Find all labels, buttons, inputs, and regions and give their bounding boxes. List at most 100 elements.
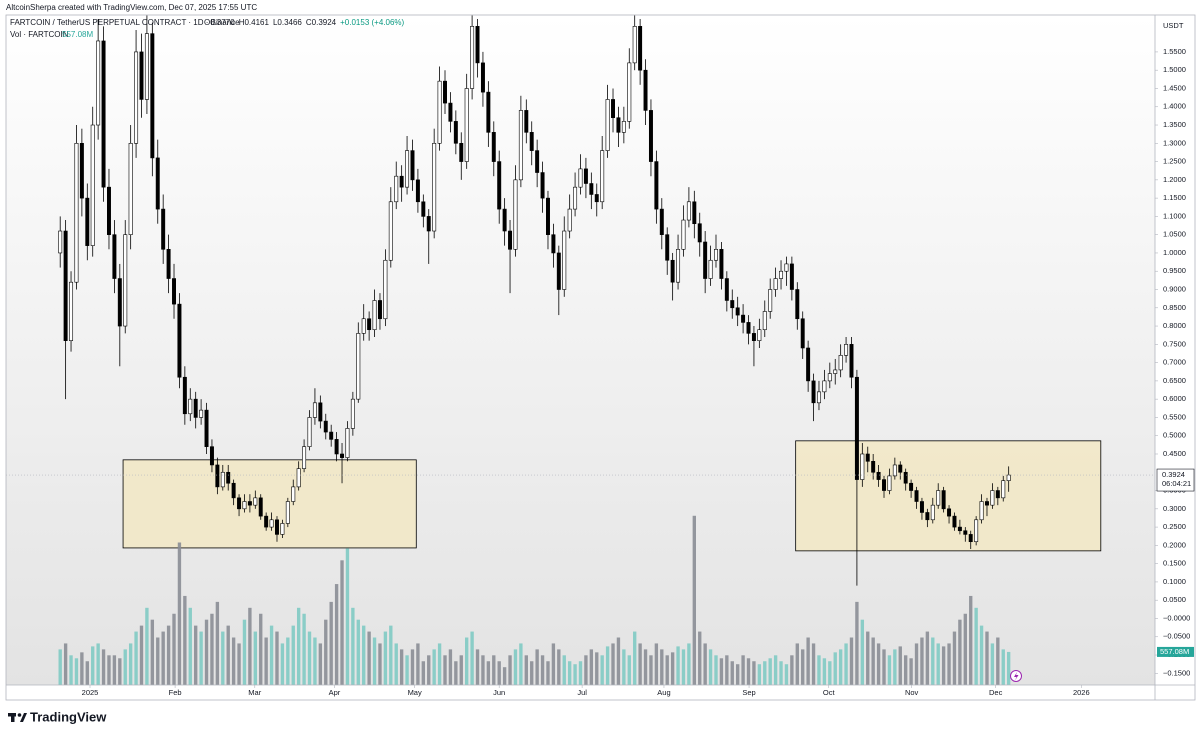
x-tick-label: 2025 [82,688,99,697]
volume-bar [914,643,919,685]
volume-bar [372,637,377,685]
volume-bar [183,595,187,685]
candle-body [296,468,301,488]
candle-body [556,252,561,290]
candle-body [616,117,621,133]
volume-bar [502,667,507,685]
y-tick-label: 1.0000 [1163,248,1186,257]
candle-body [974,519,979,543]
candle-body [421,201,426,217]
candle-body [464,88,469,162]
volume-bar [611,643,615,685]
candle-body [307,417,312,447]
candle-body [957,526,962,532]
candle-body [703,241,708,279]
candle-body [491,132,496,162]
brand-name: TradingView [30,709,107,724]
last-volume-tag [1157,646,1194,657]
y-tick-label: 0.3000 [1163,504,1186,513]
volume-bar [497,661,501,685]
volume-bar [172,613,176,685]
candle-body [882,479,886,491]
candle-body [995,490,1000,499]
y-tick-label: 0.6000 [1163,394,1186,403]
candle-body [903,471,908,484]
volume-bar [74,658,79,685]
candle-body [611,99,615,119]
candle-body [459,142,464,162]
candle-body [172,278,176,305]
candle-body [822,380,827,393]
volume-bar [519,643,523,685]
volume-bar [242,619,247,685]
volume-value: 557.08M [62,30,93,39]
volume-bar [139,625,144,685]
volume-bar [1001,649,1005,685]
volume-bar [296,607,301,685]
y-tick-label: 1.4000 [1163,102,1186,111]
candle-body [69,281,74,341]
volume-bar [313,637,317,685]
candle-body [887,475,892,491]
volume-bar [838,649,843,685]
volume-bar [578,661,583,685]
candle-body [524,110,529,133]
last-price-tag [1156,468,1195,492]
candle-body [779,270,784,279]
ohlc-value: C0.3924 [306,18,337,27]
volume-bar [345,548,350,685]
volume-bar [757,664,762,685]
candle-body [188,398,193,415]
candle-body [312,402,317,418]
volume-bar [969,595,973,685]
volume-bar [123,649,127,685]
candle-body [231,482,236,499]
candle-body [741,314,746,323]
volume-bar [735,664,740,685]
y-tick-label: 0.4500 [1163,449,1186,458]
volume-bar [882,649,886,685]
volume-bar [291,625,295,685]
credit: AltcoinSherpa created with TradingView.c… [6,3,257,12]
volume-bar [237,643,241,685]
candle-body [909,482,914,491]
volume-bar [773,655,778,685]
candle-body [150,33,155,159]
candle-body [275,519,279,535]
x-tick-label: Nov [905,688,919,697]
y-tick-label: 0.2000 [1163,540,1186,549]
volume-bar [508,655,512,685]
candle-body [827,373,832,382]
volume-bar [1006,651,1011,685]
volume-bar [80,652,84,685]
volume-bar [383,631,388,685]
candle-body [106,186,111,235]
candle-body [134,51,139,144]
logo-part [20,713,27,722]
candle-body [914,490,919,502]
candle-body [892,464,897,477]
volume-bar [871,637,875,685]
volume-bar [269,625,274,685]
candle-body [735,307,740,316]
candle-body [600,150,605,203]
volume-bar [145,607,149,685]
volume-bar [427,655,431,685]
candle-body [513,179,518,250]
candle-body [925,512,930,521]
candle-body [583,168,588,184]
candle-body [388,201,393,261]
volume-bar [156,637,160,685]
zone-box [795,440,1102,552]
candle-body [79,142,84,199]
volume-bar [660,649,664,685]
volume-title: Vol · FARTCOIN [10,30,69,39]
candle-body [117,278,122,327]
volume-bar [188,607,192,685]
volume-bar [69,655,73,685]
candle-body [426,216,431,232]
volume-bar [643,649,648,685]
volume-bar [746,658,751,685]
candle-body [546,197,550,235]
